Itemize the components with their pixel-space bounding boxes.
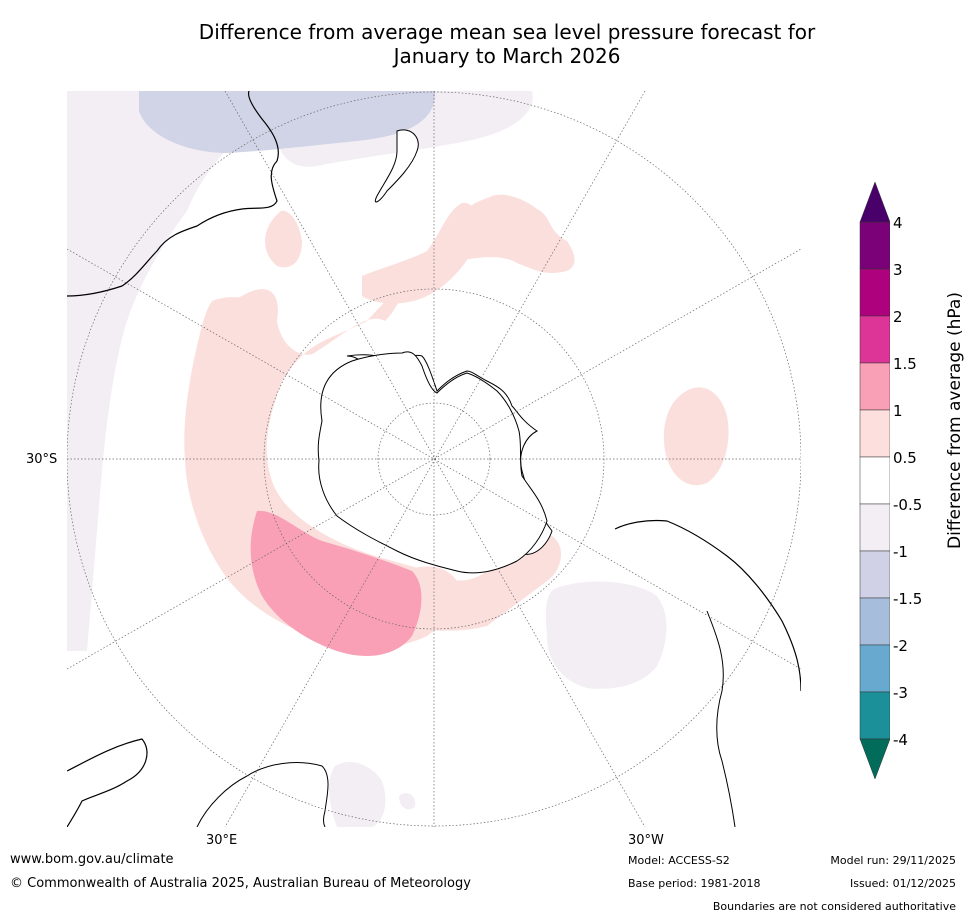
lon-label-30e: 30°E <box>206 833 238 848</box>
colorbar-bin <box>859 644 890 693</box>
colorbar-label: Difference from average (hPa) <box>945 292 965 549</box>
colorbar-tick-label: -1.5 <box>893 590 923 608</box>
colorbar-tick-label: 1.5 <box>893 355 917 373</box>
colorbar-bin <box>859 362 890 411</box>
colorbar-tick-label: 2 <box>893 308 903 326</box>
footer-issued: Issued: 01/12/2025 <box>849 877 956 890</box>
lat-label-30s: 30°S <box>26 452 58 467</box>
colorbar-bin <box>859 550 890 599</box>
anomaly-region-pos-0-5-east <box>663 387 729 486</box>
colorbar-tick-label: 0.5 <box>893 449 917 467</box>
colorbar <box>859 181 890 780</box>
anomaly-region-neg-0-5-atlantic <box>545 581 667 689</box>
colorbar-bin <box>859 456 890 505</box>
map-title: Difference from average mean sea level p… <box>0 20 965 68</box>
colorbar-bin <box>859 221 890 270</box>
south-america-coast-2 <box>706 610 736 827</box>
colorbar-tick-label: -1 <box>893 543 908 561</box>
footer-base-period: Base period: 1981-2018 <box>628 877 761 890</box>
anomaly-region-neg-0-5-south <box>329 761 386 827</box>
colorbar-tick-label: -4 <box>893 731 908 749</box>
colorbar-bin <box>859 503 890 552</box>
anomaly-region-neg-0-5-west <box>67 91 277 651</box>
colorbar-tick-label: -2 <box>893 637 908 655</box>
colorbar-tick-label: -0.5 <box>893 496 923 514</box>
footer-disclaimer: Boundaries are not considered authoritat… <box>712 900 956 913</box>
graticule <box>67 91 801 827</box>
colorbar-tick-label: -3 <box>893 684 908 702</box>
footer-website[interactable]: www.bom.gov.au/climate <box>10 852 174 867</box>
colorbar-over-arrow <box>859 181 890 223</box>
colorbar-bin <box>859 597 890 646</box>
colorbar-tick-label: 4 <box>893 214 903 232</box>
colorbar-bin <box>859 409 890 458</box>
colorbar-bin <box>859 691 890 740</box>
footer-model-run: Model run: 29/11/2025 <box>830 854 956 867</box>
colorbar-bin <box>859 315 890 364</box>
anomaly-region-neg-0-5-small <box>399 793 416 810</box>
south-america-coastline <box>614 519 801 692</box>
title-line-1: Difference from average mean sea level p… <box>198 20 816 44</box>
colorbar-bin <box>859 268 890 317</box>
footer-model: Model: ACCESS-S2 <box>628 854 730 867</box>
lon-label-30w: 30°W <box>628 833 664 848</box>
anomaly-region-neg-1-australia <box>139 91 436 153</box>
colorbar-under-arrow <box>859 738 890 780</box>
footer-copyright: © Commonwealth of Australia 2025, Austra… <box>10 876 471 891</box>
australia-coastline <box>67 91 279 297</box>
polar-map <box>67 91 801 827</box>
africa-coastline <box>67 738 148 827</box>
antarctica-mainland <box>317 351 548 574</box>
colorbar-tick-label: 1 <box>893 402 903 420</box>
title-line-2: January to March 2026 <box>393 44 621 68</box>
new-zealand-coastline <box>374 129 419 203</box>
anomaly-region-pos-0-5-north-arm <box>362 202 479 304</box>
colorbar-tick-label: 3 <box>893 261 903 279</box>
madagascar-coastline <box>196 762 329 827</box>
